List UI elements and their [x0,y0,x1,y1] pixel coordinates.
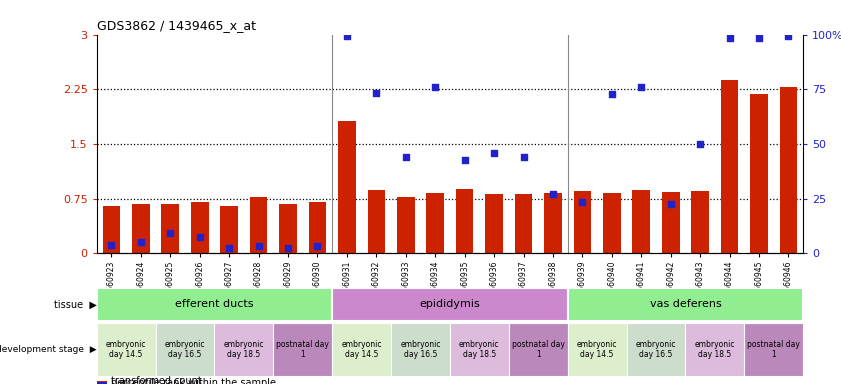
Text: tissue  ▶: tissue ▶ [54,299,97,310]
Bar [279,204,297,253]
Point [752,35,765,41]
Text: embryonic
day 18.5: embryonic day 18.5 [459,340,500,359]
Bar [191,202,209,253]
Text: embryonic
day 14.5: embryonic day 14.5 [341,340,382,359]
Bar [273,323,332,376]
Text: embryonic
day 18.5: embryonic day 18.5 [695,340,735,359]
Text: embryonic
day 14.5: embryonic day 14.5 [106,340,146,359]
Point [722,35,736,41]
Text: efferent ducts: efferent ducts [175,299,254,310]
Text: epididymis: epididymis [420,299,480,310]
Bar [132,204,150,253]
Text: postnatal day
1: postnatal day 1 [277,340,329,359]
Point [605,91,618,98]
Point [781,33,795,39]
Bar [450,323,509,376]
Point [310,243,324,249]
Bar [250,197,267,253]
Bar [721,80,738,253]
Bar [161,204,179,253]
Text: postnatal day
1: postnatal day 1 [748,340,800,359]
Bar [309,202,326,253]
Bar [750,94,768,253]
Text: percentile rank within the sample: percentile rank within the sample [111,378,276,384]
Bar [485,194,503,253]
Text: embryonic
day 16.5: embryonic day 16.5 [400,340,441,359]
Text: embryonic
day 16.5: embryonic day 16.5 [636,340,676,359]
Text: embryonic
day 18.5: embryonic day 18.5 [224,340,264,359]
Bar [426,193,444,253]
Bar [744,323,803,376]
Bar [97,382,108,384]
Text: postnatal day
1: postnatal day 1 [512,340,564,359]
Bar [627,323,685,376]
Point [516,154,530,160]
Point [575,199,589,205]
Point [634,84,648,90]
Text: embryonic
day 16.5: embryonic day 16.5 [165,340,205,359]
Bar [515,194,532,253]
Point [104,242,118,248]
Point [458,157,471,163]
Bar [391,323,450,376]
Point [340,33,353,39]
Bar [568,323,627,376]
Point [163,230,177,236]
Point [222,245,235,251]
Point [193,234,206,240]
Bar [97,381,108,382]
Bar [103,206,120,253]
Point [546,190,559,197]
Text: embryonic
day 14.5: embryonic day 14.5 [577,340,617,359]
Text: vas deferens: vas deferens [649,299,722,310]
Bar [685,323,744,376]
Bar [97,323,156,376]
Bar [780,87,797,253]
Point [251,243,265,249]
Text: GDS3862 / 1439465_x_at: GDS3862 / 1439465_x_at [97,19,256,32]
Point [693,141,706,147]
Bar [568,288,803,321]
Bar [632,190,650,253]
Bar [332,323,391,376]
Point [399,154,412,160]
Bar [397,197,415,253]
Point [428,84,442,90]
Bar [220,206,238,253]
Point [487,150,500,156]
Bar [338,121,356,253]
Bar [691,192,709,253]
Bar [332,288,568,321]
Bar [574,192,591,253]
Bar [456,189,473,253]
Bar [509,323,568,376]
Bar [603,193,621,253]
Bar [662,192,680,253]
Bar [544,193,562,253]
Point [369,90,383,96]
Bar [214,323,273,376]
Text: transformed count: transformed count [111,376,202,384]
Point [281,245,294,252]
Bar [97,288,332,321]
Bar [156,323,214,376]
Point [134,240,147,246]
Point [664,201,677,207]
Bar [368,190,385,253]
Text: development stage  ▶: development stage ▶ [0,345,97,354]
